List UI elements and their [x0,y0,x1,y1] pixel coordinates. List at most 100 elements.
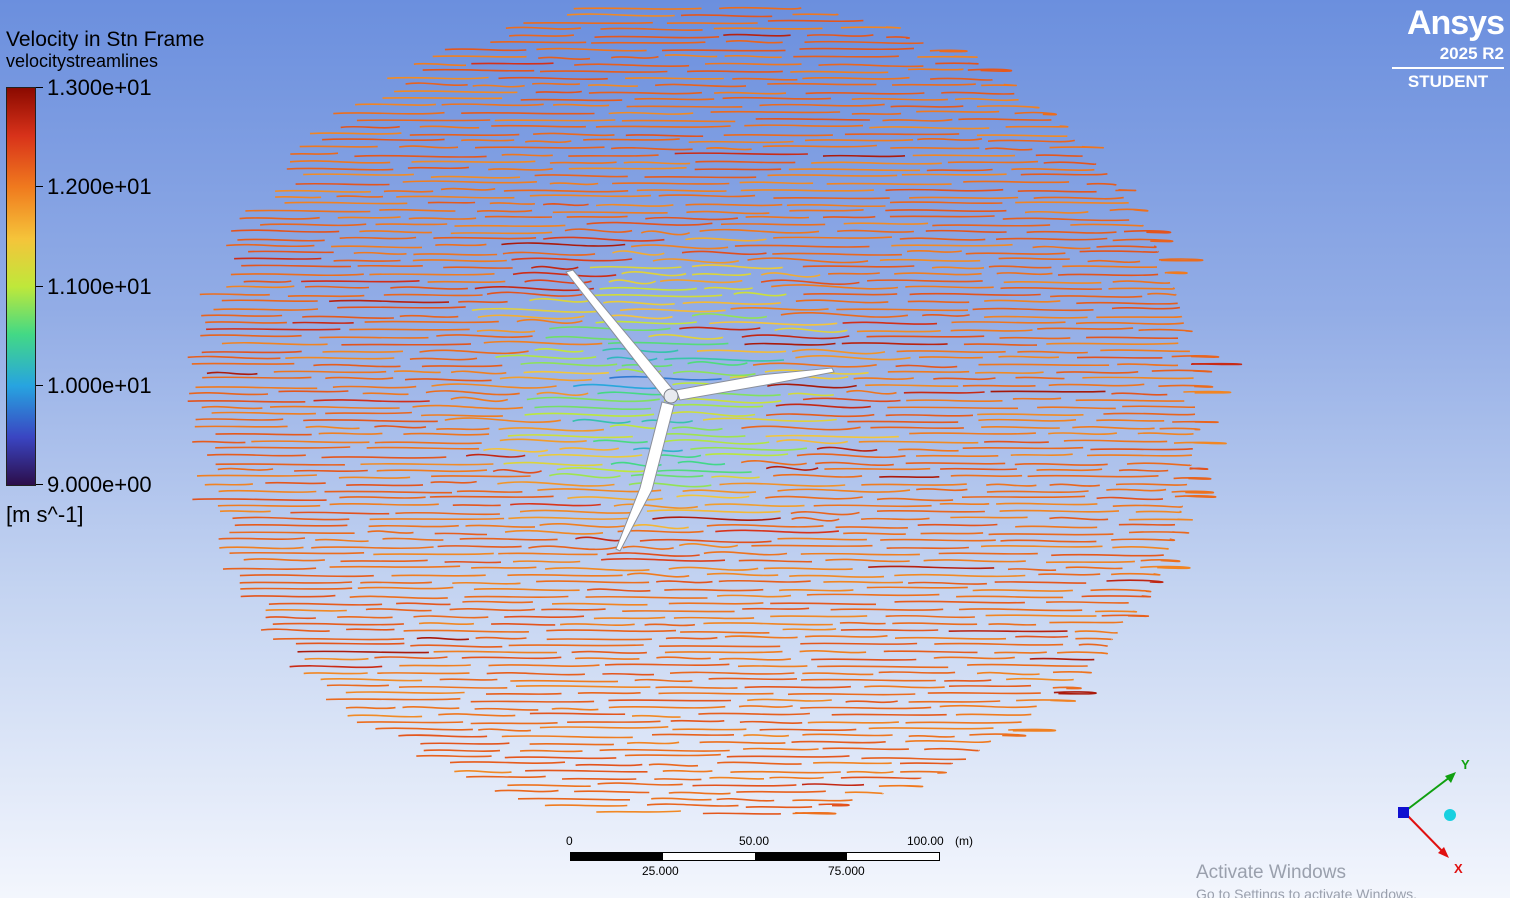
streamline [413,62,467,67]
streamline [285,356,395,360]
streamline [868,727,994,730]
streamline [1049,516,1109,521]
streamline [977,413,1084,417]
streamline [519,749,583,753]
streamline [192,498,327,502]
streamline [485,692,562,695]
streamline [759,728,857,732]
streamline [422,68,535,72]
streamline [941,91,1015,95]
scale-segment [571,853,663,860]
streamline [963,343,1038,346]
streamline [221,341,328,346]
streamline [793,55,899,58]
streamline [965,252,1066,255]
streamline [608,699,732,702]
streamline [189,392,269,396]
streamline [1014,462,1108,466]
streamline [976,134,1068,138]
streamline [1115,483,1188,486]
streamline [835,526,908,529]
streamline [723,133,833,137]
streamline [413,253,498,256]
streamline [483,447,548,453]
streamline [718,579,811,583]
streamline [302,315,394,320]
streamline [355,103,436,106]
streamline [870,426,964,430]
streamline [739,181,814,185]
streamline [648,333,724,340]
streamline [836,308,969,312]
streamline [770,615,868,618]
streamline [770,602,877,606]
streamline [187,399,306,403]
streamline [379,208,456,212]
streamline [498,76,608,81]
streamline [1049,621,1124,624]
streamline [474,146,605,149]
streamline [799,47,915,51]
streamline [929,49,968,53]
streamline [429,495,554,498]
streamline [543,236,665,242]
streamline [933,377,996,381]
activate-windows-watermark: Activate Windows Go to Settings to activ… [1196,862,1417,898]
streamline [745,805,813,809]
streamline [187,355,281,360]
streamline [477,314,585,320]
streamline [782,628,837,631]
streamline [593,439,648,444]
streamline [218,537,306,540]
streamline [488,168,553,171]
streamline [418,622,474,626]
streamline [340,559,428,563]
streamline [724,54,782,59]
streamline [1045,560,1135,564]
streamline [345,691,465,695]
streamline [661,49,786,52]
streamline [403,432,490,436]
streamline [903,391,985,394]
streamline [313,399,430,403]
streamline [1172,420,1219,424]
streamline [544,567,650,572]
streamline [454,770,512,774]
streamline [1002,217,1130,222]
streamline [752,362,877,368]
streamline [427,280,506,284]
streamline [878,784,924,788]
streamline [716,797,775,802]
streamline [295,182,390,186]
streamline [329,299,450,304]
streamline [1103,412,1196,416]
streamline [430,175,521,179]
streamline [795,299,889,304]
streamline [786,203,886,208]
streamline [265,481,326,485]
streamline [585,595,708,599]
axis-triad[interactable]: Y X [1388,752,1478,882]
triad-y-axis [1403,773,1455,813]
streamline [1043,161,1097,165]
streamline [980,544,1103,548]
streamline [958,118,1052,121]
streamline [890,146,980,150]
streamline [1049,145,1105,149]
streamline [373,552,494,556]
streamline [985,147,1033,151]
streamline [639,538,772,544]
streamline [421,364,503,368]
streamline [669,671,795,675]
scale-label-75: 75.000 [828,864,865,878]
streamline [742,607,810,610]
streamline [206,328,341,331]
streamline [866,335,985,338]
streamline [691,264,783,270]
streamline [536,580,650,584]
streamline [986,483,1037,487]
streamline [648,763,699,767]
streamline [947,160,1039,164]
streamline [387,76,489,80]
